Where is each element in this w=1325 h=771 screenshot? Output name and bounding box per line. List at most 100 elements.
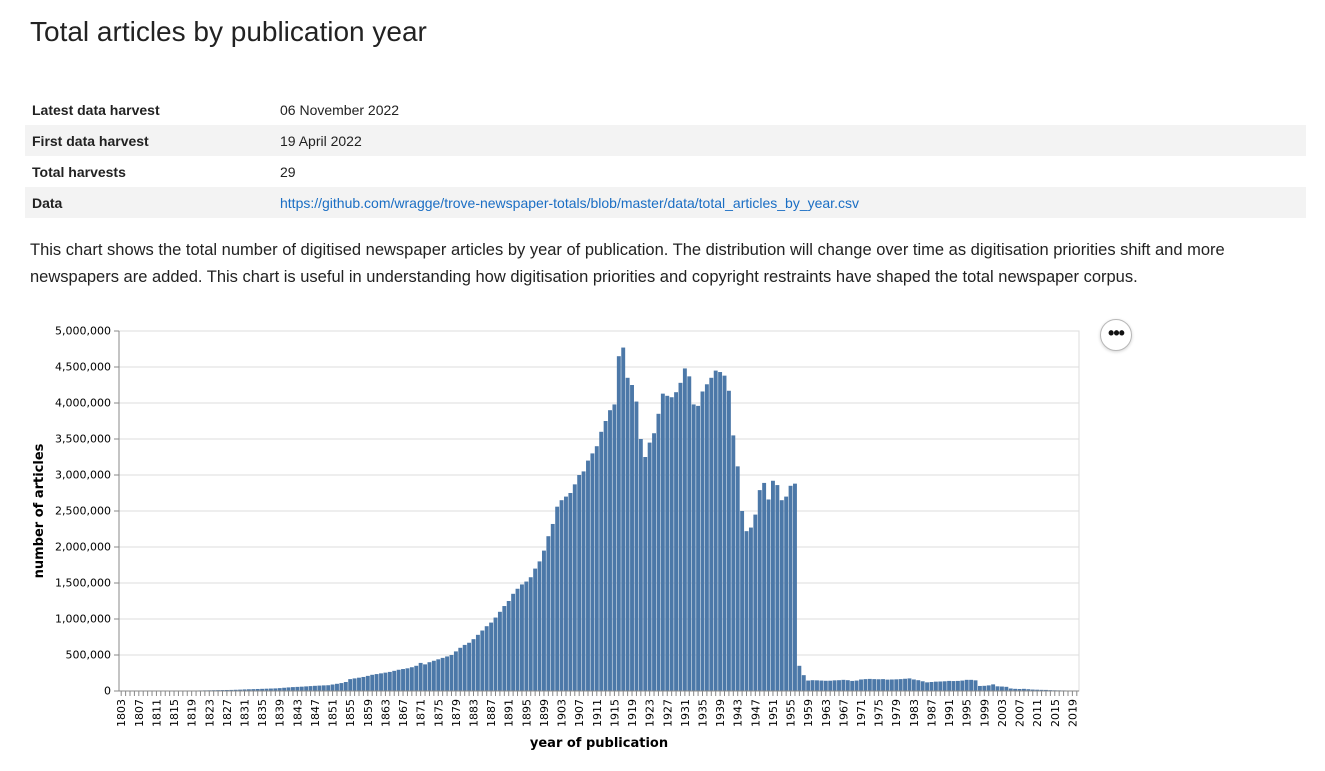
bar (506, 601, 511, 691)
bar (660, 393, 665, 691)
bar (748, 527, 753, 691)
bar (396, 669, 401, 691)
bar (682, 368, 687, 691)
bar (942, 681, 947, 691)
x-tick-label: 1819 (186, 699, 199, 727)
bar (625, 377, 630, 691)
bar (722, 375, 727, 691)
x-tick-label: 1867 (397, 699, 410, 727)
bar (467, 642, 472, 691)
x-tick-label: 1983 (908, 699, 921, 727)
bar (471, 639, 476, 691)
bar (762, 482, 767, 691)
y-tick-label: 2,000,000 (55, 541, 111, 554)
bar (841, 679, 846, 691)
bar (282, 687, 287, 691)
x-tick-label: 1823 (203, 699, 216, 727)
x-tick-label: 2011 (1031, 699, 1044, 727)
bar (392, 670, 397, 691)
bar (986, 685, 991, 691)
bar (1026, 689, 1031, 691)
x-tick-label: 1923 (644, 699, 657, 727)
x-tick-label: 1955 (785, 699, 798, 727)
bar (960, 680, 965, 691)
articles-by-year-chart: 0 500,000 1,000,000 1,500,000 2,000,000 2,500… (32, 325, 1080, 751)
x-axis-title: year of publication (530, 736, 668, 751)
x-tick-label: 1927 (661, 699, 674, 727)
latest-harvest-value: 06 November 2022 (280, 101, 400, 118)
bar (955, 680, 960, 691)
bar (691, 404, 696, 691)
y-tick-label: 500,000 (66, 649, 112, 662)
bar (246, 689, 251, 691)
bar (929, 682, 934, 691)
bar (819, 680, 824, 691)
bar (845, 680, 850, 691)
bar (533, 568, 538, 691)
bar (431, 660, 436, 691)
chart-actions-button[interactable]: ••• (1100, 319, 1132, 351)
bar (793, 483, 797, 691)
x-tick-label: 2007 (1014, 699, 1027, 727)
x-tick-label: 1887 (485, 699, 498, 727)
bar (559, 500, 564, 691)
bar (744, 531, 749, 691)
bar (872, 679, 877, 691)
bar (489, 622, 494, 691)
x-tick-label: 1827 (221, 699, 234, 727)
bar (590, 453, 595, 691)
page-title: Total articles by publication year (30, 16, 427, 47)
bar (779, 500, 784, 691)
bar (647, 442, 652, 691)
bar (630, 385, 634, 691)
x-tick-label: 1951 (767, 699, 780, 727)
bar (572, 484, 577, 691)
x-tick-label: 1891 (503, 699, 516, 727)
bar (401, 669, 405, 691)
bar (863, 679, 868, 691)
x-axis: 1803 1807 1811 1815 1819 1823 1827 1831 1835 1839… (115, 690, 1079, 727)
bar (806, 680, 811, 691)
x-tick-label: 1995 (961, 699, 974, 727)
bar (726, 390, 731, 691)
bar (458, 647, 463, 691)
data-csv-link[interactable]: https://github.com/wragge/trove-newspape… (280, 194, 859, 211)
first-harvest-label: First data harvest (25, 125, 273, 156)
x-tick-label: 1807 (133, 699, 146, 727)
bar (704, 384, 709, 691)
bar (493, 617, 498, 691)
bar (321, 685, 326, 691)
x-tick-label: 1815 (168, 699, 181, 727)
y-tick-label: 1,500,000 (55, 577, 111, 590)
x-tick-label: 1855 (344, 699, 357, 727)
y-tick-label: 0 (104, 685, 111, 698)
bar (379, 673, 383, 691)
bar (475, 634, 480, 691)
x-tick-label: 1899 (538, 699, 551, 727)
bar (674, 392, 679, 691)
bar (1017, 688, 1022, 691)
bar (859, 679, 863, 691)
bar (687, 376, 692, 691)
bar (581, 471, 586, 691)
bar (273, 688, 278, 691)
bar (519, 584, 524, 691)
bar (357, 677, 361, 691)
bar (696, 405, 701, 691)
y-tick-label: 4,500,000 (55, 361, 111, 374)
x-tick-label: 1871 (415, 699, 428, 727)
x-tick-label: 1863 (379, 699, 392, 727)
x-tick-label: 1975 (873, 699, 886, 727)
x-tick-label: 1851 (327, 699, 340, 727)
bar (810, 680, 815, 691)
bar (286, 687, 291, 691)
x-tick-label: 1935 (696, 699, 709, 727)
bar (414, 665, 419, 691)
bar (233, 689, 238, 691)
bar (700, 391, 705, 691)
x-tick-label: 2003 (996, 699, 1009, 727)
bar-series (119, 347, 1079, 691)
bar (462, 644, 467, 691)
bar (925, 682, 930, 691)
bar (1039, 689, 1044, 691)
